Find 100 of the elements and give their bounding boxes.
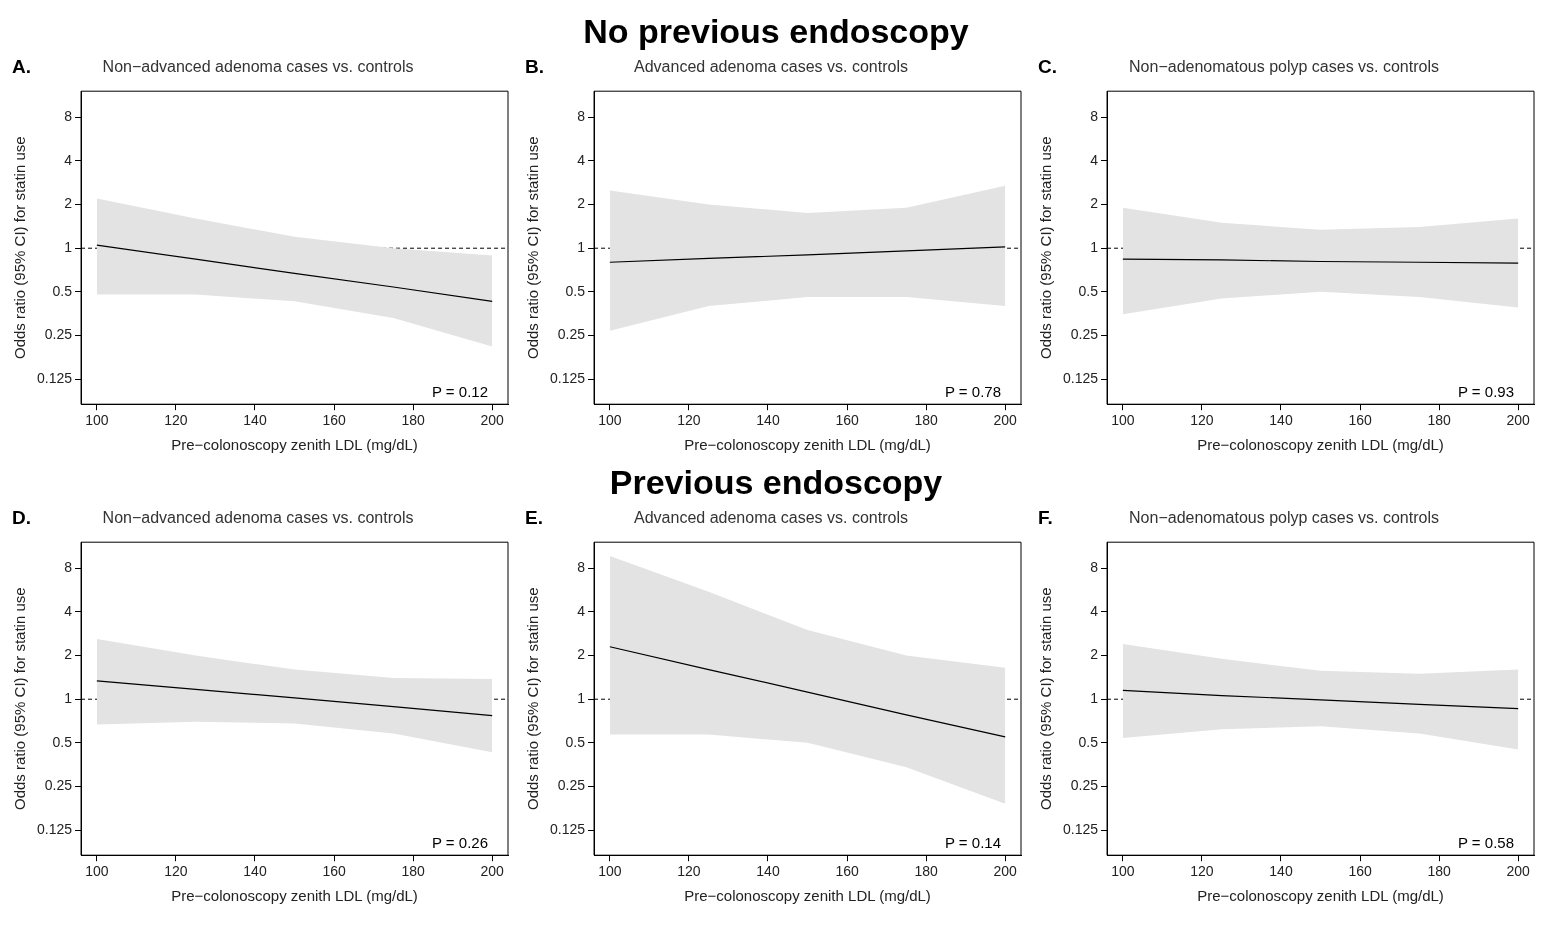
y-axis-title: Odds ratio (95% CI) for statin use bbox=[524, 136, 542, 359]
y-tick-label: 0.5 bbox=[565, 733, 586, 750]
x-tick-label: 120 bbox=[1190, 412, 1214, 429]
x-tick-label: 140 bbox=[756, 412, 780, 429]
y-tick-label: 4 bbox=[1090, 602, 1099, 619]
text: F. bbox=[1038, 507, 1053, 529]
y-tick-label: 0.125 bbox=[549, 821, 586, 838]
y-tick-label: 8 bbox=[577, 559, 586, 576]
annotation: P = 0.14 bbox=[944, 833, 1001, 851]
y-tick-label: 0.5 bbox=[52, 733, 73, 750]
x-tick-label: 120 bbox=[677, 412, 701, 429]
x-tick-label: 140 bbox=[243, 863, 267, 880]
x-tick-label: 120 bbox=[164, 863, 188, 880]
chart-title: Non−adenomatous polyp cases vs. controls bbox=[1129, 58, 1439, 76]
y-tick-label: 4 bbox=[577, 602, 586, 619]
x-tick-label: 160 bbox=[322, 412, 346, 429]
x-tick-label: 100 bbox=[1111, 412, 1135, 429]
x-tick-label: 180 bbox=[401, 863, 426, 880]
y-tick-label: 0.5 bbox=[565, 282, 586, 299]
y-tick-label: 1 bbox=[1090, 239, 1099, 256]
y-tick-label: 0.25 bbox=[1070, 326, 1099, 343]
x-axis-title: Pre−colonoscopy zenith LDL (mg/dL) bbox=[684, 887, 931, 905]
chart-title: Non−advanced adenoma cases vs. controls bbox=[102, 58, 414, 76]
x-tick-label: 100 bbox=[598, 863, 622, 880]
y-tick-label: 0.125 bbox=[1062, 821, 1099, 838]
chart-subtitle: No previous endoscopy bbox=[582, 11, 970, 52]
x-tick-label: 200 bbox=[480, 412, 505, 429]
y-axis-title: Odds ratio (95% CI) for statin use bbox=[524, 587, 542, 810]
y-tick-label: 1 bbox=[64, 690, 73, 707]
chart-title: Advanced adenoma cases vs. controls bbox=[634, 509, 908, 527]
y-tick-label: 0.25 bbox=[44, 777, 73, 794]
text: E. bbox=[525, 507, 543, 529]
y-tick-label: 0.125 bbox=[36, 370, 73, 387]
x-tick-label: 100 bbox=[1111, 863, 1135, 880]
x-axis-title: Pre−colonoscopy zenith LDL (mg/dL) bbox=[171, 887, 418, 905]
y-tick-label: 2 bbox=[1090, 646, 1099, 663]
y-tick-label: 8 bbox=[1090, 108, 1099, 125]
x-tick-label: 160 bbox=[1348, 412, 1372, 429]
x-axis-title: Pre−colonoscopy zenith LDL (mg/dL) bbox=[1197, 436, 1444, 454]
x-tick-label: 100 bbox=[85, 412, 109, 429]
x-tick-label: 120 bbox=[1190, 863, 1214, 880]
y-tick-label: 0.25 bbox=[44, 326, 73, 343]
x-tick-label: 200 bbox=[480, 863, 505, 880]
y-tick-label: 4 bbox=[577, 151, 586, 168]
annotation: P = 0.12 bbox=[431, 382, 488, 400]
y-tick-label: 2 bbox=[64, 195, 73, 212]
y-tick-label: 0.5 bbox=[52, 282, 73, 299]
x-tick-label: 160 bbox=[322, 863, 346, 880]
y-tick-label: 0.125 bbox=[1062, 370, 1099, 387]
x-tick-label: 180 bbox=[914, 863, 939, 880]
x-tick-label: 180 bbox=[401, 412, 426, 429]
y-tick-label: 0.5 bbox=[1078, 282, 1099, 299]
x-tick-label: 200 bbox=[1506, 412, 1531, 429]
x-tick-label: 200 bbox=[1506, 863, 1531, 880]
x-tick-label: 160 bbox=[1348, 863, 1372, 880]
annotation: P = 0.78 bbox=[944, 382, 1001, 400]
y-tick-label: 4 bbox=[64, 602, 73, 619]
y-tick-label: 8 bbox=[577, 108, 586, 125]
y-tick-label: 8 bbox=[1090, 559, 1099, 576]
x-tick-label: 160 bbox=[835, 412, 859, 429]
y-tick-label: 0.25 bbox=[1070, 777, 1099, 794]
y-tick-label: 8 bbox=[64, 559, 73, 576]
y-tick-label: 4 bbox=[64, 151, 73, 168]
annotation: P = 0.58 bbox=[1457, 833, 1514, 851]
chart-title: Non−adenomatous polyp cases vs. controls bbox=[1129, 509, 1439, 527]
y-tick-label: 1 bbox=[577, 239, 586, 256]
y-tick-label: 1 bbox=[1090, 690, 1099, 707]
x-tick-label: 120 bbox=[164, 412, 188, 429]
y-tick-label: 8 bbox=[64, 108, 73, 125]
y-tick-label: 0.125 bbox=[36, 821, 73, 838]
x-tick-label: 140 bbox=[1269, 863, 1293, 880]
y-tick-label: 2 bbox=[64, 646, 73, 663]
chart-title: Advanced adenoma cases vs. controls bbox=[634, 58, 908, 76]
y-tick-label: 1 bbox=[577, 690, 586, 707]
x-tick-label: 140 bbox=[243, 412, 267, 429]
y-tick-label: 2 bbox=[577, 646, 586, 663]
y-tick-label: 0.125 bbox=[549, 370, 586, 387]
text: A. bbox=[12, 56, 31, 78]
x-tick-label: 180 bbox=[1427, 412, 1452, 429]
x-tick-label: 160 bbox=[835, 863, 859, 880]
y-axis-title: Odds ratio (95% CI) for statin use bbox=[11, 136, 29, 359]
x-tick-label: 140 bbox=[1269, 412, 1293, 429]
text: D. bbox=[12, 507, 31, 529]
annotation: P = 0.93 bbox=[1457, 382, 1514, 400]
text: B. bbox=[525, 56, 544, 78]
y-tick-label: 0.25 bbox=[557, 777, 586, 794]
x-tick-label: 100 bbox=[598, 412, 622, 429]
x-tick-label: 200 bbox=[993, 412, 1018, 429]
x-tick-label: 120 bbox=[677, 863, 701, 880]
y-axis-title: Odds ratio (95% CI) for statin use bbox=[1037, 136, 1055, 359]
x-axis-title: Pre−colonoscopy zenith LDL (mg/dL) bbox=[171, 436, 418, 454]
x-tick-label: 200 bbox=[993, 863, 1018, 880]
chart-title: Non−advanced adenoma cases vs. controls bbox=[102, 509, 414, 527]
text: C. bbox=[1038, 56, 1057, 78]
y-tick-label: 2 bbox=[1090, 195, 1099, 212]
y-tick-label: 0.5 bbox=[1078, 733, 1099, 750]
x-axis-title: Pre−colonoscopy zenith LDL (mg/dL) bbox=[684, 436, 931, 454]
x-tick-label: 180 bbox=[914, 412, 939, 429]
annotation: P = 0.26 bbox=[431, 833, 488, 851]
y-tick-label: 2 bbox=[577, 195, 586, 212]
